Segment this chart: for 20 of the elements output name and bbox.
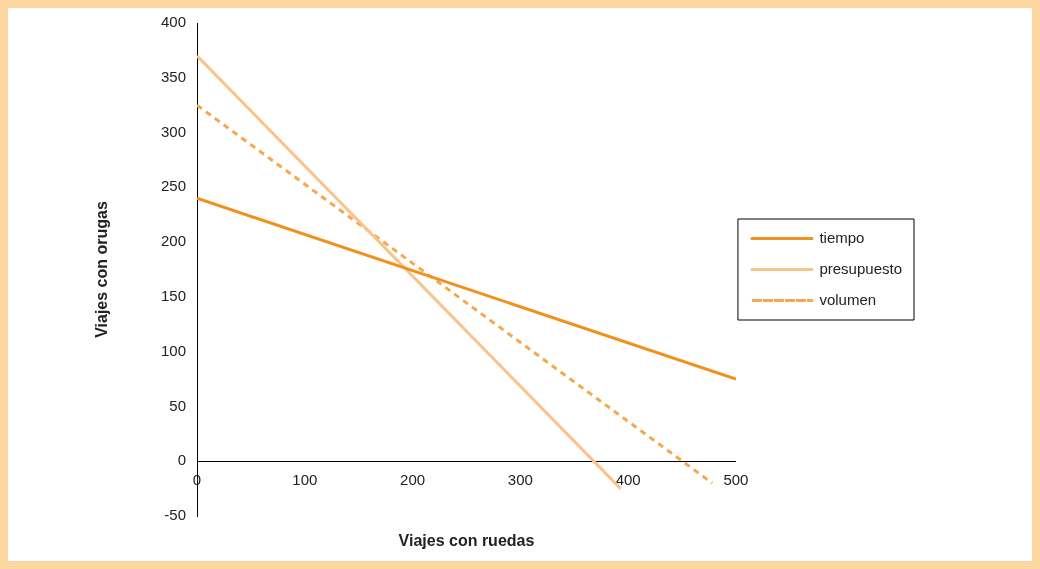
y-tick-label: 250 bbox=[161, 177, 187, 195]
y-tick-label: -50 bbox=[164, 506, 187, 524]
legend-label: volumen bbox=[819, 290, 877, 308]
y-tick-label: 100 bbox=[161, 341, 187, 359]
x-tick-label: 300 bbox=[507, 471, 533, 489]
y-tick-label: 200 bbox=[161, 232, 187, 250]
x-tick-label: 200 bbox=[400, 471, 426, 489]
y-tick-label: 150 bbox=[161, 287, 187, 305]
legend-label: presupuesto bbox=[819, 259, 902, 277]
x-tick-label: 500 bbox=[723, 471, 749, 489]
x-axis-title: Viajes con ruedas bbox=[398, 532, 535, 549]
y-tick-label: 50 bbox=[169, 396, 187, 414]
legend-label: tiempo bbox=[819, 228, 865, 246]
x-tick-label: 400 bbox=[615, 471, 641, 489]
x-tick-label: 100 bbox=[292, 471, 318, 489]
y-axis-title: Viajes con orugas bbox=[93, 201, 111, 338]
y-tick-label: 350 bbox=[161, 67, 187, 85]
y-tick-label: 0 bbox=[177, 451, 187, 469]
y-tick-label: 400 bbox=[161, 13, 187, 31]
y-tick-label: 300 bbox=[161, 122, 187, 140]
